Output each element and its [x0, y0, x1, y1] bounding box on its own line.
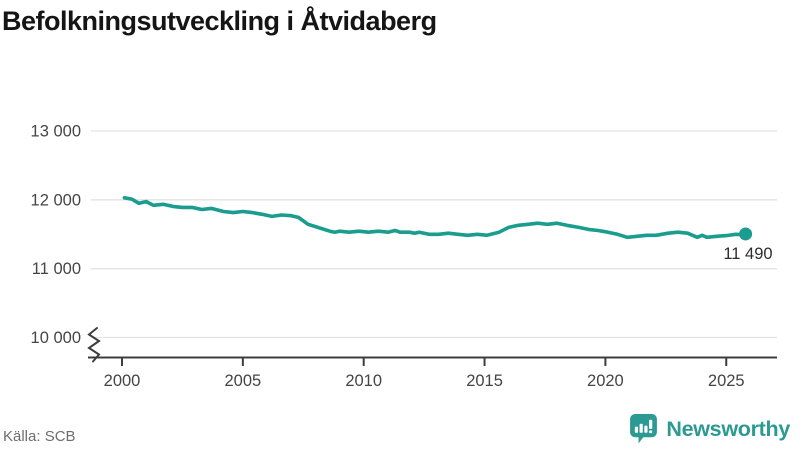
population-series-line [122, 196, 748, 240]
newsworthy-chart-bubble-icon [630, 414, 658, 444]
x-tick-label: 2005 [224, 372, 261, 390]
x-tick-label: 2010 [345, 372, 382, 390]
source-note: Källa: SCB [3, 428, 76, 445]
y-tick-label: 11 000 [32, 260, 81, 278]
axis-break-icon [87, 327, 101, 363]
y-tick-label: 10 000 [31, 329, 81, 347]
newsworthy-logo: Newsworthy [629, 413, 790, 446]
x-tick-label: 2015 [466, 372, 503, 390]
y-tick-label: 13 000 [31, 123, 81, 141]
x-tick-label: 2020 [587, 372, 624, 390]
last-point-value-label: 11 490 [723, 245, 772, 263]
last-point-marker [739, 227, 753, 241]
chart-title: Befolkningsutveckling i Åtvidaberg [2, 6, 437, 36]
y-tick-label: 12 000 [31, 191, 81, 209]
x-tick-label: 2000 [104, 372, 141, 390]
x-tick-label: 2025 [708, 372, 745, 390]
brand-name: Newsworthy [666, 417, 790, 441]
